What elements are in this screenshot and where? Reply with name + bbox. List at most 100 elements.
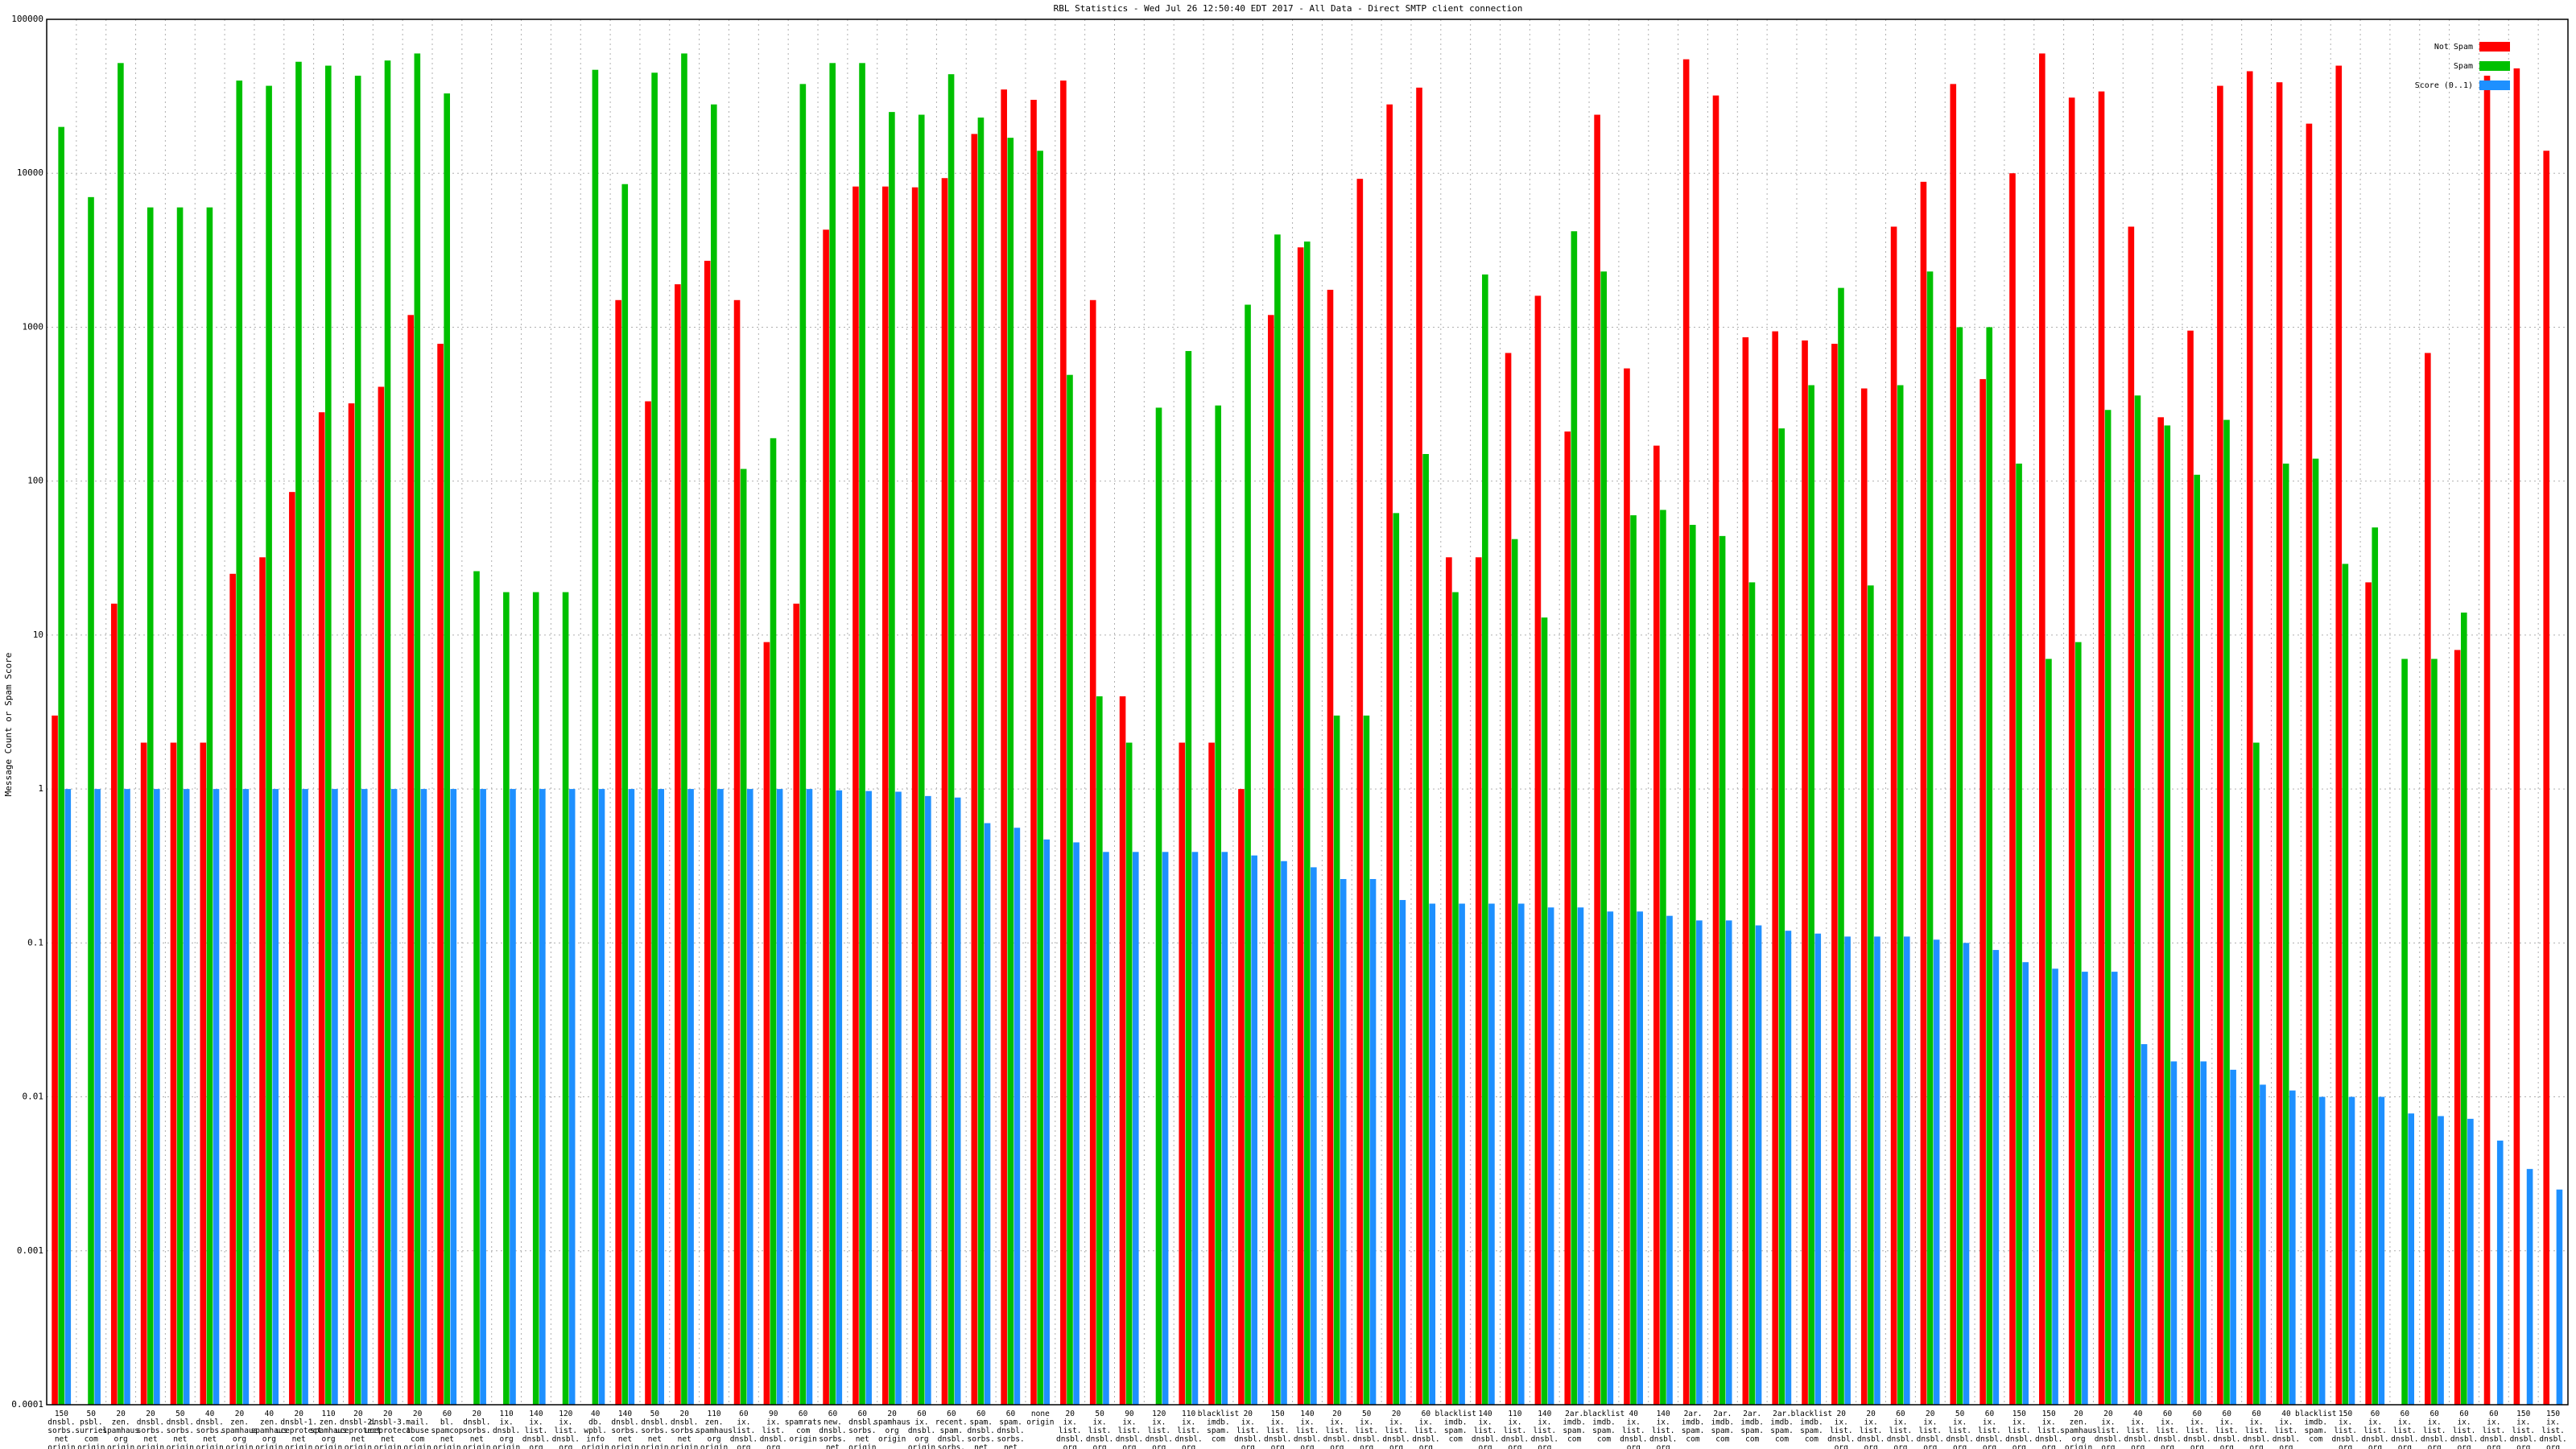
x-category-label: spam.: [940, 1426, 964, 1435]
x-category-label: sorbs.: [167, 1426, 194, 1435]
bar-not-spam: [1267, 315, 1274, 1405]
bar-not-spam: [2454, 650, 2461, 1405]
x-category-label: ix.: [500, 1418, 514, 1427]
x-category-label: 20: [679, 1410, 689, 1418]
bar-spam: [829, 63, 836, 1405]
x-category-label: dnsbl.: [2124, 1435, 2152, 1444]
x-category-label: 140: [618, 1410, 632, 1418]
x-category-label: com: [1449, 1435, 1463, 1444]
bar-spam: [770, 438, 777, 1405]
x-category-label: list.: [1177, 1426, 1200, 1435]
x-category-label: 2ar.: [1565, 1410, 1583, 1418]
bar-spam: [354, 76, 361, 1405]
bar-not-spam: [1060, 80, 1067, 1405]
x-category-label: org: [2042, 1443, 2056, 1449]
bar-not-spam: [823, 229, 829, 1406]
bar-score: [2200, 1061, 2207, 1405]
bar-not-spam: [1534, 295, 1542, 1406]
bar-not-spam: [1327, 289, 1334, 1405]
bar-spam: [1808, 385, 1814, 1405]
x-category-label: new.: [824, 1418, 842, 1427]
bar-not-spam: [971, 134, 978, 1405]
x-category-label: ix.: [2042, 1418, 2056, 1427]
x-category-label: zen.: [2070, 1418, 2088, 1427]
x-category-label: zen.: [705, 1418, 724, 1427]
bar-score: [1725, 920, 1732, 1405]
bar-not-spam: [704, 260, 711, 1405]
x-category-label: imdb.: [1444, 1418, 1468, 1427]
bar-score: [2438, 1116, 2444, 1405]
x-category-label: spamhaus: [250, 1426, 287, 1435]
x-category-label: ix.: [2487, 1418, 2500, 1427]
bar-spam: [1778, 428, 1785, 1405]
x-category-label: 90: [1125, 1410, 1134, 1418]
bar-spam: [1482, 274, 1488, 1406]
x-category-label: org: [559, 1443, 572, 1449]
x-category-label: origin: [107, 1443, 134, 1449]
x-category-label: 60: [1422, 1410, 1431, 1418]
x-category-label: org: [1182, 1443, 1195, 1449]
bar-not-spam: [1475, 557, 1482, 1405]
x-category-label: spamhaus: [696, 1426, 733, 1435]
x-category-label: 20: [413, 1410, 423, 1418]
x-category-label: list.: [1355, 1426, 1378, 1435]
x-category-label: blacklist: [1435, 1410, 1476, 1418]
x-category-label: 2ar.: [1773, 1410, 1791, 1418]
bar-score: [865, 791, 872, 1405]
bar-spam: [1037, 151, 1043, 1405]
x-category-label: dnsbl.: [2391, 1435, 2418, 1444]
x-category-label: org: [114, 1435, 128, 1444]
bar-not-spam: [1505, 353, 1512, 1406]
x-category-label: org: [529, 1443, 543, 1449]
x-category-label: ix.: [1271, 1418, 1285, 1427]
x-category-label: ix.: [2190, 1418, 2204, 1427]
bar-not-spam: [1416, 87, 1422, 1405]
x-category-label: ix.: [2220, 1418, 2234, 1427]
bar-not-spam: [1712, 95, 1719, 1405]
x-category-label: blacklist: [2295, 1410, 2336, 1418]
bar-spam: [1719, 535, 1726, 1405]
bar-score: [1013, 828, 1021, 1405]
x-category-label: 150: [2516, 1410, 2530, 1418]
x-category-label: ix.: [1923, 1418, 1937, 1427]
x-category-label: ix.: [1092, 1418, 1106, 1427]
x-category-label: list.: [2126, 1426, 2149, 1435]
bar-score: [925, 795, 931, 1405]
x-category-label: imdb.: [1800, 1418, 1823, 1427]
bar-not-spam: [1119, 696, 1126, 1405]
bar-score: [628, 789, 635, 1405]
x-category-label: origin: [345, 1443, 372, 1449]
x-category-label: ix.: [1864, 1418, 1878, 1427]
x-category-label: 140: [1300, 1410, 1314, 1418]
x-category-label: com: [1805, 1435, 1818, 1444]
bar-score: [94, 789, 101, 1405]
bar-not-spam: [1890, 226, 1897, 1406]
bar-score: [1429, 903, 1436, 1405]
x-category-label: net: [440, 1435, 454, 1444]
x-category-label: origin: [225, 1443, 253, 1449]
bar-spam: [1838, 287, 1844, 1406]
bar-spam: [118, 63, 124, 1405]
x-category-label: 20: [1244, 1410, 1253, 1418]
bar-score: [2408, 1113, 2415, 1405]
bar-spam: [2401, 658, 2408, 1405]
bar-score: [1488, 903, 1495, 1405]
x-category-label: net: [351, 1435, 365, 1444]
x-category-label: dnsbl.: [1917, 1435, 1944, 1444]
x-category-label: dnsbl.: [2450, 1435, 2478, 1444]
x-category-label: 60: [2223, 1410, 2232, 1418]
x-category-label: org: [2220, 1443, 2234, 1449]
bar-score: [124, 789, 130, 1405]
bar-spam: [947, 74, 955, 1405]
x-category-label: 20: [383, 1410, 393, 1418]
bar-score: [1221, 852, 1228, 1405]
x-category-label: ix.: [737, 1418, 750, 1427]
x-category-label: 60: [2401, 1410, 2410, 1418]
x-category-label: dnsbl.: [848, 1418, 876, 1427]
bar-spam: [1897, 385, 1904, 1405]
legend-label: Spam: [2454, 62, 2473, 71]
x-category-label: surriel: [75, 1426, 107, 1435]
bar-score: [1311, 867, 1317, 1405]
x-category-label: org: [2013, 1443, 2026, 1449]
x-category-label: 40: [591, 1410, 601, 1418]
